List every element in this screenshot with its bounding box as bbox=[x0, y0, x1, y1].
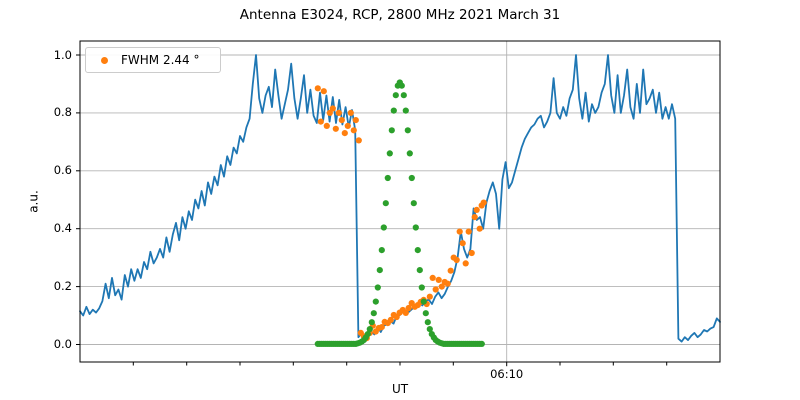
x-tick-label: 06:10 bbox=[490, 367, 524, 381]
y-tick-label: 0.8 bbox=[53, 105, 72, 120]
fit-points bbox=[314, 79, 485, 347]
y-tick-label: 0.2 bbox=[53, 279, 72, 294]
y-tick-label: 1.0 bbox=[53, 47, 72, 62]
x-axis-label: UT bbox=[391, 382, 409, 396]
axis-ticks bbox=[76, 54, 668, 367]
signal-line bbox=[79, 54, 721, 343]
y-tick-label: 0.0 bbox=[53, 337, 72, 351]
legend: FWHM 2.44 ° bbox=[85, 47, 221, 73]
y-tick-label: 0.6 bbox=[53, 163, 72, 178]
legend-label: FWHM 2.44 ° bbox=[121, 53, 200, 67]
axes-spines bbox=[79, 40, 721, 363]
scan-points bbox=[314, 85, 487, 342]
legend-marker-icon bbox=[101, 56, 108, 64]
y-tick-label: 0.4 bbox=[53, 221, 72, 236]
chart-title: Antenna E3024, RCP, 2800 MHz 2021 March … bbox=[239, 7, 561, 23]
